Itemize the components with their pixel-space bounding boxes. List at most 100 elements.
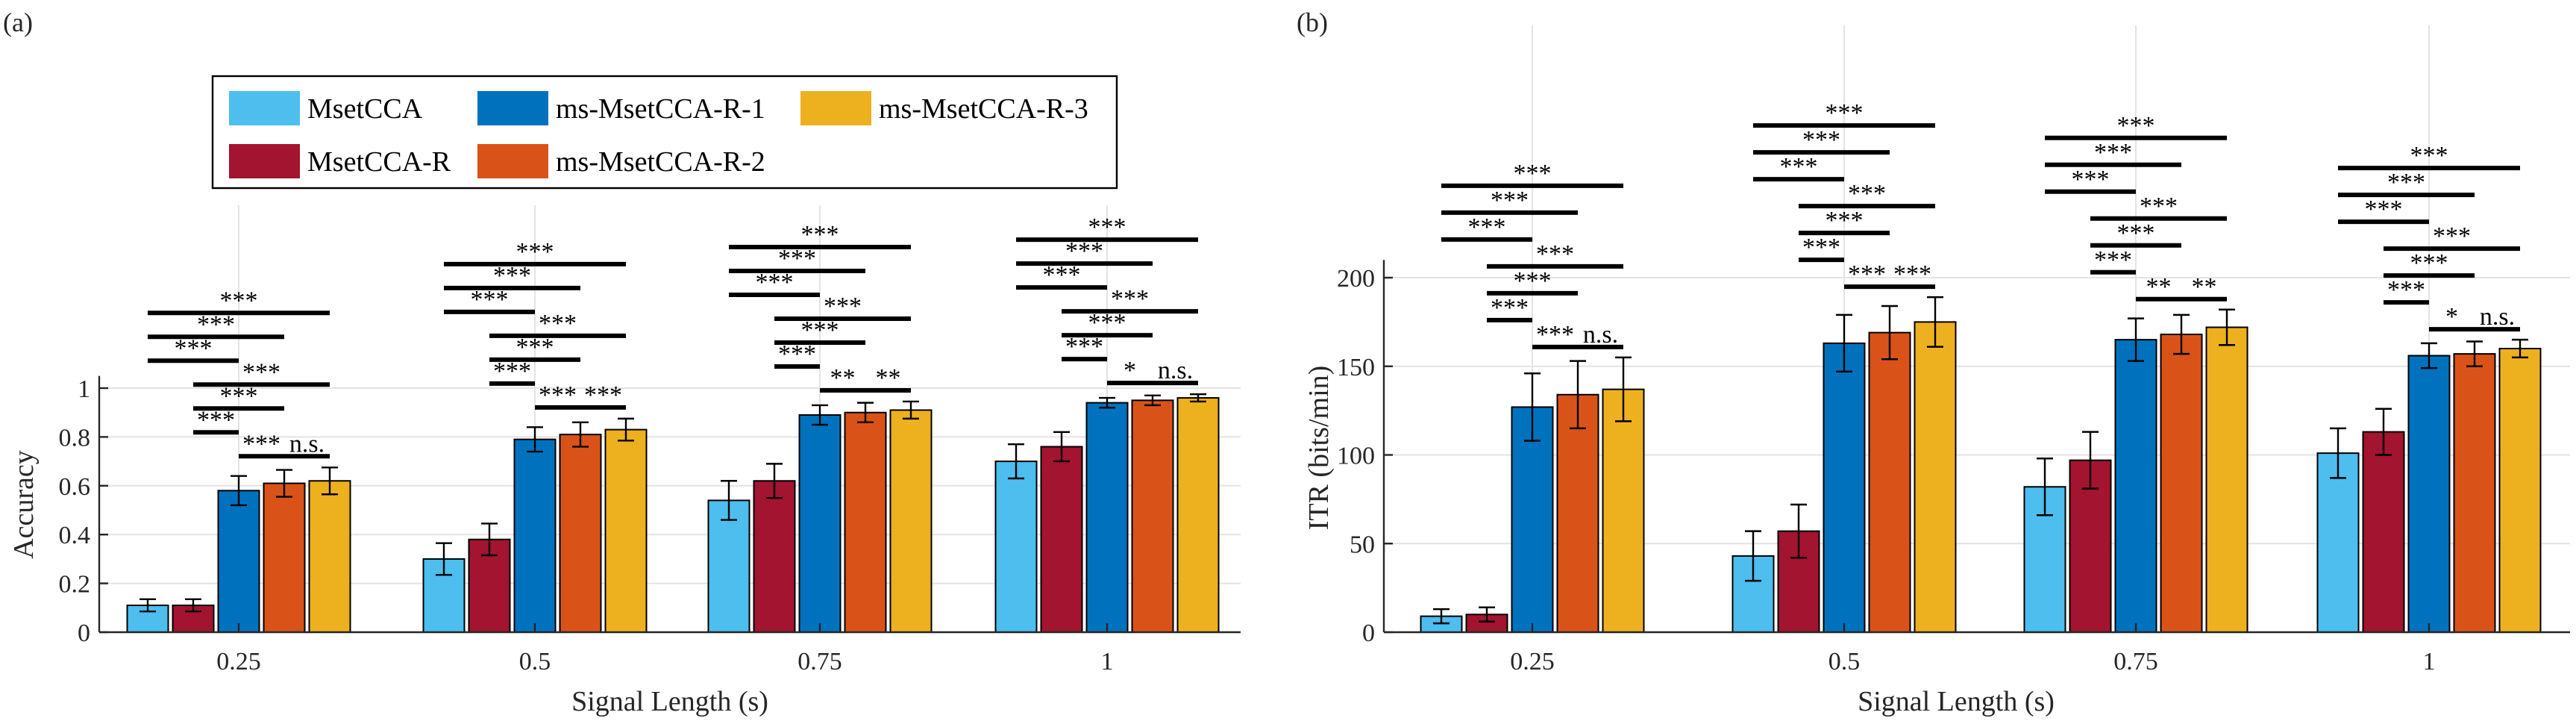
panel-a-sig-label-c0-p3: *** bbox=[242, 358, 281, 386]
panel-a-y-axis-label: Accuracy bbox=[8, 450, 40, 559]
panel-b-sig-label-c0-p3: *** bbox=[1536, 240, 1574, 268]
panel-a-sig-label-c3-p6: * bbox=[1124, 357, 1136, 384]
panel-b-bar-s4-c0 bbox=[1602, 388, 1645, 633]
panel-b-axes: 0 50 100 150 200 0.25 0.5 0.75 1 bbox=[1337, 260, 2570, 675]
panel-a-sig-label-c2-p2: *** bbox=[756, 269, 794, 296]
panel-b-sig-label-c2-p7: ** bbox=[2192, 273, 2217, 301]
legend-box bbox=[211, 75, 1118, 190]
panel-a-bars bbox=[126, 393, 1220, 634]
legend-swatch-msetcca-r bbox=[229, 144, 300, 178]
panel-a-sig-label-c3-p0: *** bbox=[1088, 213, 1126, 241]
panel-a-bar-s1-c3 bbox=[1040, 446, 1083, 633]
panel-a-sig-label-c2-p3: *** bbox=[824, 293, 862, 320]
panel-b-sig-label-c3-p5: *** bbox=[2387, 276, 2425, 304]
panel-b-sig-label-c2-p1: *** bbox=[2094, 139, 2132, 166]
panel-b-ytick-label-0: 0 bbox=[1362, 620, 1375, 647]
panel-b-sig-label-c1-p7: *** bbox=[1893, 260, 1931, 288]
panel-b-bar-s3-c1 bbox=[1868, 331, 1911, 633]
panel-a-sig-label-c3-p1: *** bbox=[1065, 237, 1103, 265]
panel-a-sig-label-c0-p0: *** bbox=[220, 287, 258, 314]
panel-a-sig-label-c0-p2: *** bbox=[175, 334, 213, 362]
panel-a-bar-s2-c2 bbox=[798, 414, 842, 633]
panel-a-axes: 0 0.2 0.4 0.6 0.8 1 0.25 0.5 0.75 1 bbox=[59, 375, 1241, 675]
panel-b-sig-label-c0-p0: *** bbox=[1514, 160, 1552, 187]
panel-b-sig-label-c1-p2: *** bbox=[1780, 153, 1818, 181]
panel-b-sig-label-c1-p0: *** bbox=[1826, 99, 1864, 127]
panel-a-sig-label-c0-p6: *** bbox=[242, 430, 281, 458]
panel-a-bar-s3-c3 bbox=[1131, 399, 1174, 633]
panel-a-bar-s3-c0 bbox=[263, 482, 306, 634]
panel-b-sig-label-c3-p1: *** bbox=[2387, 169, 2425, 196]
panel-a-bar-s4-c3 bbox=[1176, 397, 1220, 634]
panel-a-ytick-label-4: 0.8 bbox=[59, 424, 91, 452]
panel-a-sig-label-c1-p4: *** bbox=[516, 334, 554, 361]
panel-a-sig-label-c3-p2: *** bbox=[1043, 261, 1081, 289]
panel-a-bar-s2-c1 bbox=[513, 438, 557, 633]
panel-a-xtick-label-2: 0.75 bbox=[797, 648, 842, 675]
panel-a-sig-label-c2-p1: *** bbox=[778, 245, 816, 272]
panel-a-bar-s3-c1 bbox=[559, 434, 602, 633]
panel-b-sig-label-c1-p4: *** bbox=[1826, 207, 1864, 234]
panel-b-sig-label-c0-p7: n.s. bbox=[1583, 321, 1618, 349]
panel-b-sig-label-c1-p3: *** bbox=[1848, 180, 1886, 207]
panel-b-sig-label-c3-p2: *** bbox=[2365, 196, 2403, 223]
panel-a-sig-label-c0-p1: *** bbox=[197, 310, 235, 338]
panel-b-bar-s2-c2 bbox=[2114, 339, 2157, 633]
panel-b-bar-s4-c2 bbox=[2205, 326, 2248, 633]
panel-a-sig-label-c1-p2: *** bbox=[471, 286, 509, 313]
panel-b-sig-label-c3-p0: *** bbox=[2410, 142, 2448, 169]
panel-b-sig-label-c1-p1: *** bbox=[1802, 126, 1840, 154]
legend-swatch-msetcca bbox=[229, 91, 300, 125]
panel-a-sig-label-c3-p3: *** bbox=[1111, 285, 1149, 313]
panel-b-bar-s2-c0 bbox=[1511, 406, 1554, 633]
panel-a-sig-label-c1-p1: *** bbox=[493, 262, 531, 290]
panel-a-sig-label-c0-p4: *** bbox=[220, 382, 258, 410]
legend-label-msetcca-r: MsetCCA-R bbox=[307, 146, 451, 178]
legend-label-ms-msetcca-r-1: ms-MsetCCA-R-1 bbox=[556, 93, 765, 125]
panel-a-sig-label-c2-p5: *** bbox=[778, 340, 816, 368]
panel-b-sig-label-c2-p4: *** bbox=[2117, 219, 2155, 247]
legend-swatch-ms-msetcca-r-3 bbox=[800, 91, 871, 125]
panel-b-bar-s4-c3 bbox=[2498, 348, 2542, 633]
panel-b-y-axis-label: ITR (bits/min) bbox=[1303, 366, 1335, 531]
panel-a-significance: ********************* n.s.***************… bbox=[148, 213, 1198, 459]
panel-b-xtick-label-1: 0.5 bbox=[1828, 648, 1861, 675]
panel-b-x-axis-label: Signal Length (s) bbox=[1858, 686, 2055, 717]
panel-a-bar-s4-c1 bbox=[604, 428, 648, 634]
legend-label-ms-msetcca-r-3: ms-MsetCCA-R-3 bbox=[879, 93, 1088, 125]
panel-b-sig-label-c2-p3: *** bbox=[2140, 193, 2178, 220]
panel-b-sig-label-c1-p5: *** bbox=[1802, 234, 1840, 261]
panel-a-bar-s4-c2 bbox=[889, 409, 933, 633]
panel-b-sig-label-c1-p6: *** bbox=[1848, 260, 1886, 288]
panel-b-sig-label-c3-p3: *** bbox=[2433, 222, 2471, 250]
panel-a-sig-label-c0-p7: n.s. bbox=[289, 430, 325, 458]
panel-b-bar-s3-c2 bbox=[2160, 334, 2203, 633]
panel-b-bar-s1-c3 bbox=[2362, 431, 2405, 633]
panel-b-xtick-label-3: 1 bbox=[2423, 648, 2436, 675]
panel-a-sig-label-c1-p0: *** bbox=[516, 238, 554, 266]
panel-b-sig-label-c2-p0: *** bbox=[2117, 112, 2155, 140]
panel-a-bar-s4-c0 bbox=[308, 480, 351, 634]
panel-b-bar-s2-c1 bbox=[1823, 342, 1866, 633]
panel-b-bar-s4-c1 bbox=[1914, 321, 1957, 633]
panel-b-sig-label-c0-p4: *** bbox=[1514, 267, 1552, 295]
panel-b-bar-s3-c3 bbox=[2453, 353, 2496, 633]
panel-b-xtick-label-0: 0.25 bbox=[1510, 648, 1555, 675]
panel-b-bars bbox=[1420, 296, 2542, 633]
panel-a-x-axis-label: Signal Length (s) bbox=[571, 686, 768, 717]
panel-b-significance: ********************* n.s.***************… bbox=[1441, 99, 2520, 349]
panel-a-ytick-label-2: 0.4 bbox=[59, 522, 91, 549]
panel-b-sig-label-c2-p2: *** bbox=[2072, 166, 2110, 193]
panel-a-sig-label-c2-p7: ** bbox=[876, 364, 901, 392]
panel-b-sig-label-c0-p6: *** bbox=[1536, 321, 1574, 349]
panel-b-label: (b) bbox=[1297, 7, 1328, 37]
panel-b-xtick-label-2: 0.75 bbox=[2113, 648, 2158, 675]
panel-a-bar-s0-c3 bbox=[994, 461, 1038, 633]
panel-a-bar-s2-c0 bbox=[217, 490, 260, 634]
panel-b-sig-label-c2-p6: ** bbox=[2146, 273, 2172, 301]
panel-a-xtick-label-1: 0.5 bbox=[519, 648, 551, 675]
panel-a-xtick-label-3: 1 bbox=[1101, 648, 1114, 675]
panel-a-bar-s2-c3 bbox=[1085, 402, 1129, 633]
panel-a-sig-label-c2-p0: *** bbox=[801, 221, 839, 249]
